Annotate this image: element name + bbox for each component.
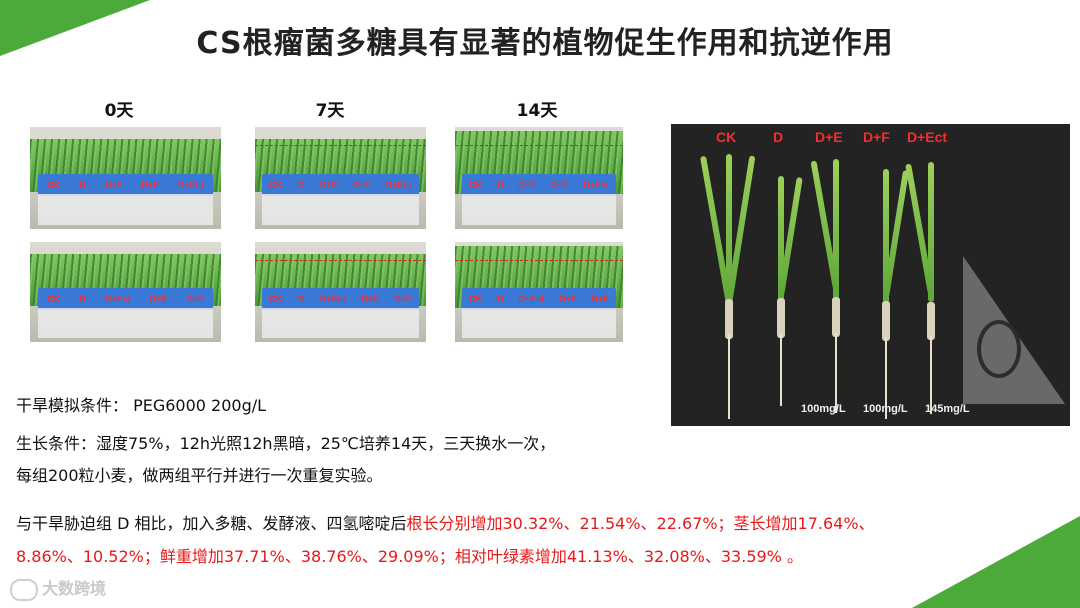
result-root-length: 根长分别增加30.32%、21.54%、22.67%；茎长增加17.64%、	[406, 514, 875, 533]
corner-decoration-top-left	[0, 0, 150, 56]
photo-day0-row1: CK D D+F D+E D+Ect	[30, 127, 221, 229]
photo-day14-row1: CK D D+F D+E D+Ect	[455, 127, 623, 229]
plant-d-ect	[905, 162, 941, 414]
corner-decoration-bottom-right	[912, 516, 1080, 608]
day-label-7: 7天	[315, 101, 345, 121]
photo-day7-row1: CK D D+F D+E D+Ect	[255, 127, 426, 229]
sample-size-text: 每组200粒小麦，做两组平行并进行一次重复实验。	[16, 466, 383, 485]
plant-label-d-e: D+E	[815, 129, 843, 145]
day-label-14: 14天	[516, 101, 558, 121]
concentration-d-ect: 145mg/L	[925, 403, 970, 415]
day-label-0: 0天	[104, 101, 134, 121]
plant-d-f	[876, 169, 909, 419]
plant-label-ck: CK	[716, 129, 737, 145]
plant-ck	[699, 154, 756, 424]
photo-day0-row2: CK D D+Ect D+E D+F	[30, 242, 221, 342]
result-line-2: 8.86%、10.52%；鲜重增加37.71%、38.76%、29.09%；相对…	[16, 547, 803, 566]
result-intro: 与干旱胁迫组 D 相比，加入多糖、发酵液、四氢嘧啶后	[16, 514, 407, 533]
plant-label-d: D	[773, 129, 784, 145]
plant-label-d-ect: D+Ect	[907, 129, 948, 145]
photo-day14-row2: CK D D+Ect D+E D+F	[455, 242, 623, 342]
result-line-1: 与干旱胁迫组 D 相比，加入多糖、发酵液、四氢嘧啶后根长分别增加30.32%、2…	[16, 510, 875, 534]
concentration-d-e: 100mg/L	[801, 403, 846, 415]
seedling-comparison-photo: CK D D+E D+F D+Ect 100mg/L 100mg/L 145mg…	[671, 124, 1070, 426]
plant-d-e	[810, 159, 846, 413]
ruler-cutout	[977, 320, 1021, 378]
plant-d	[771, 176, 803, 406]
growth-condition-text: 生长条件：湿度75%，12h光照12h黑暗，25℃培养14天，三天换水一次，	[16, 434, 556, 453]
plant-label-d-f: D+F	[863, 129, 890, 145]
drought-condition-text: 干旱模拟条件： PEG6000 200g/L	[16, 396, 267, 415]
slide-title: CS根瘤菌多糖具有显著的植物促生作用和抗逆作用	[196, 26, 894, 61]
watermark-logo-icon	[10, 578, 38, 601]
watermark: 大数跨境	[10, 575, 106, 601]
watermark-text: 大数跨境	[42, 579, 107, 598]
concentration-d-f: 100mg/L	[863, 403, 908, 415]
photo-day7-row2: CK D D+Ect D+E D+F	[255, 242, 426, 342]
